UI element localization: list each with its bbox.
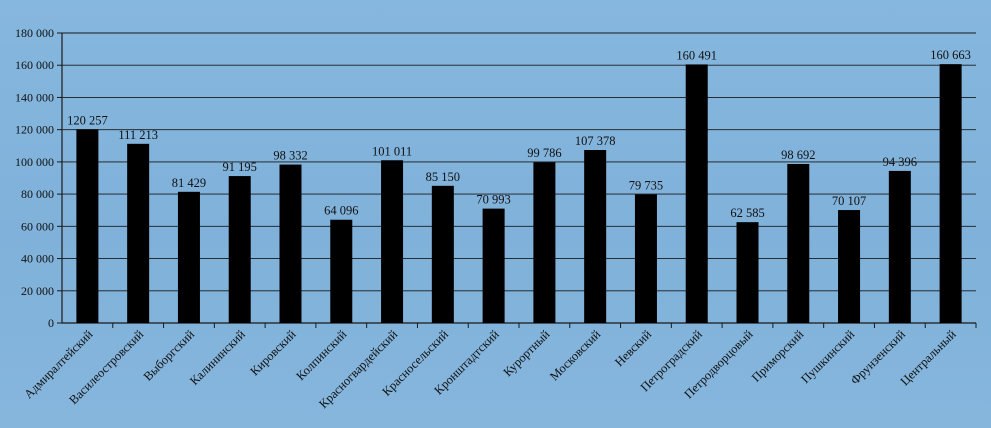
data-label: 91 195	[223, 160, 257, 174]
data-label: 160 491	[676, 48, 717, 62]
x-axis-category-labels: АдмиралтейскийВасилеостровскийВыборгский…	[21, 327, 959, 411]
data-label: 111 213	[118, 128, 158, 142]
bar	[127, 143, 150, 323]
bar	[787, 163, 810, 323]
bar	[584, 150, 607, 323]
x-category-label: Колпинский	[293, 327, 349, 383]
y-tick-label: 40 000	[21, 252, 54, 266]
y-tick-label: 80 000	[21, 187, 54, 201]
grid-lines	[62, 32, 976, 292]
data-label: 101 011	[372, 144, 412, 158]
bar	[482, 208, 505, 323]
data-label: 85 150	[426, 170, 460, 184]
data-labels: 120 257 111 213 81 429 91 195 98 332 64 096 10…	[67, 48, 971, 220]
bar	[685, 64, 708, 324]
y-tick-label: 0	[48, 316, 54, 330]
y-tick-label: 100 000	[15, 155, 54, 169]
axes	[57, 32, 977, 328]
data-label: 79 735	[629, 179, 663, 193]
bar	[76, 129, 99, 323]
bar	[177, 191, 200, 323]
bars	[76, 64, 962, 324]
y-tick-label: 160 000	[15, 58, 54, 72]
bar	[838, 210, 861, 323]
data-label: 99 786	[527, 146, 561, 160]
bar	[330, 219, 353, 323]
x-category-label: Невский	[612, 327, 654, 369]
data-label: 94 396	[883, 155, 917, 169]
data-label: 62 585	[730, 206, 764, 220]
y-tick-label: 60 000	[21, 219, 54, 233]
y-axis-tick-labels: 0 20 000 40 000 60 000 80 000 100 000 120 000 1…	[15, 26, 54, 330]
bar	[939, 64, 962, 323]
x-category-label: Курортный	[501, 327, 553, 379]
bar	[279, 164, 302, 323]
data-label: 120 257	[67, 113, 108, 127]
bar	[228, 176, 251, 323]
x-category-label: Московский	[547, 327, 603, 383]
y-tick-label: 140 000	[15, 90, 54, 104]
y-tick-label: 20 000	[21, 284, 54, 298]
bar	[381, 160, 404, 323]
data-label: 70 993	[476, 193, 510, 207]
y-tick-label: 120 000	[15, 123, 54, 137]
bar	[533, 162, 556, 323]
data-label: 160 663	[930, 48, 971, 62]
data-label: 98 332	[273, 149, 307, 163]
data-label: 98 692	[781, 148, 815, 162]
data-label: 81 429	[172, 176, 206, 190]
bar	[888, 170, 911, 323]
bar	[736, 222, 759, 323]
data-label: 64 096	[324, 204, 358, 218]
data-label: 107 378	[575, 134, 616, 148]
data-label: 70 107	[832, 194, 866, 208]
y-tick-label: 180 000	[15, 26, 54, 40]
bar	[634, 194, 657, 323]
x-category-label: Калининский	[187, 327, 248, 388]
bar	[431, 185, 454, 323]
x-category-label: Кировский	[247, 327, 298, 378]
